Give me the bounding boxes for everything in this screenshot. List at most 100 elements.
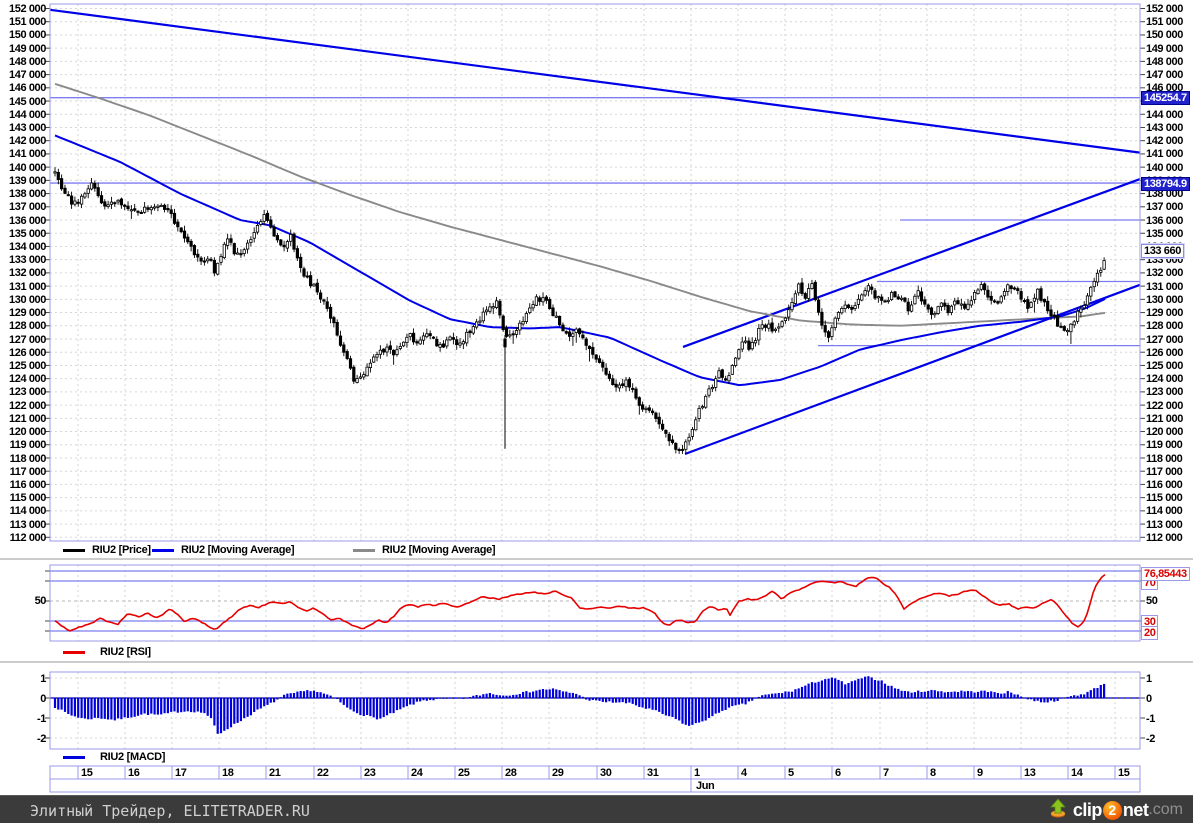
macd-tick-label: 0	[1146, 692, 1152, 705]
date-cell-label: 6	[835, 767, 841, 779]
price-tick-label: 114 000	[1146, 505, 1183, 518]
legend-label: RIU2 [Price]	[92, 544, 151, 556]
price-tick-label: 145 000	[9, 95, 46, 108]
price-tick-label: 140 000	[9, 161, 46, 174]
price-tick-label: 127 000	[1146, 333, 1183, 346]
date-cell-label: 21	[269, 767, 281, 779]
macd-tick-label: -2	[1146, 732, 1155, 745]
watermark-badge-2: 2	[1102, 800, 1122, 820]
date-cell-label: 29	[552, 767, 564, 779]
date-cell-label: 15	[81, 767, 93, 779]
price-tick-label: 142 000	[9, 135, 46, 148]
price-tick-label: 150 000	[9, 29, 46, 42]
date-cell-label: 13	[1024, 767, 1036, 779]
date-cell-label: 31	[647, 767, 659, 779]
price-tick-label: 134 000	[9, 241, 46, 253]
date-cell-label: 16	[128, 767, 140, 779]
price-tick-label: 115 000	[1146, 492, 1183, 505]
price-tick-label: 148 000	[1146, 55, 1183, 68]
price-tick-label: 144 000	[9, 108, 46, 121]
clip2net-watermark[interactable]: clip 2 net .com	[1048, 797, 1183, 821]
price-tick-label: 113 000	[9, 518, 47, 531]
price-tick-label: 129 000	[9, 307, 46, 320]
date-cell-label: 28	[505, 767, 517, 779]
price-tick-label: 116 000	[9, 478, 47, 491]
price-tick-label: 151 000	[1146, 16, 1183, 29]
price-tick-label: 112 000	[1146, 531, 1183, 544]
chart-canvas[interactable]	[0, 0, 1193, 795]
watermark-word-clip: clip	[1072, 799, 1103, 820]
macd-tick-label: -2	[37, 732, 46, 745]
macd-tick-label: 1	[40, 672, 46, 685]
price-tick-label: 119 000	[9, 439, 47, 452]
price-tick-label: 129 000	[1146, 307, 1183, 320]
price-tick-label: 137 000	[1146, 201, 1183, 214]
status-bar: Элитный Трейдер, ELITETRADER.RU clip 2 n…	[0, 795, 1193, 823]
price-tick-label: 121 000	[9, 412, 46, 425]
legend-dash-icon	[152, 549, 174, 552]
legend-dash-icon	[353, 549, 375, 552]
price-tick-label: 113 000	[1146, 518, 1183, 531]
date-cell-label: 17	[175, 767, 187, 779]
date-cell-label: 30	[600, 767, 612, 779]
legend-label: RIU2 [Moving Average]	[382, 544, 496, 556]
price-tick-label: 120 000	[1146, 426, 1183, 438]
macd-tick-label: -1	[1146, 712, 1155, 725]
price-tick-label: 135 000	[9, 227, 46, 240]
price-tick-label: 140 000	[1146, 161, 1183, 174]
price-tick-label: 128 000	[1146, 320, 1183, 333]
date-cell-label: 7	[883, 767, 889, 779]
date-cell-label: 24	[411, 767, 423, 779]
price-tick-label: 118 000	[1146, 452, 1183, 465]
legend-label: RIU2 [Moving Average]	[181, 544, 295, 556]
price-tick-label: 152 000	[1146, 3, 1183, 15]
price-tick-label: 130 000	[9, 293, 46, 306]
price-tick-label: 149 000	[1146, 42, 1183, 55]
legend-dash-icon	[63, 651, 85, 654]
price-tick-label: 148 000	[9, 55, 46, 68]
legend-label: RIU2 [MACD]	[100, 751, 166, 763]
price-tick-label: 122 000	[9, 399, 46, 412]
price-tick-label: 117 000	[1146, 465, 1183, 478]
price-alert-label-138794: 138794.9	[1141, 176, 1190, 191]
price-tick-label: 132 000	[1146, 267, 1183, 280]
price-tick-label: 124 000	[1146, 373, 1183, 386]
date-cell-label: 25	[458, 767, 470, 779]
status-text: Элитный Трейдер, ELITETRADER.RU	[30, 802, 310, 820]
date-cell-label: 15	[1118, 767, 1130, 779]
price-tick-label: 120 000	[9, 426, 46, 438]
date-cell-label: 5	[788, 767, 794, 779]
date-cell-label: 4	[741, 767, 747, 779]
price-tick-label: 124 000	[9, 373, 46, 386]
price-tick-label: 118 000	[9, 452, 47, 465]
price-tick-label: 136 000	[1146, 214, 1183, 227]
last-price-label: 133 660	[1141, 243, 1184, 258]
price-tick-label: 139 000	[9, 174, 46, 187]
macd-tick-label: 0	[40, 692, 46, 705]
price-tick-label: 147 000	[1146, 69, 1183, 82]
rsi-level-label-20: 20	[1141, 626, 1159, 640]
date-cell-label: 22	[317, 767, 329, 779]
date-cell-label: 14	[1071, 767, 1083, 779]
price-tick-label: 141 000	[9, 148, 46, 161]
date-cell-label: 1	[694, 767, 700, 779]
price-tick-label: 133 000	[9, 254, 46, 267]
macd-tick-label: -1	[37, 712, 46, 725]
date-cell-label: 18	[222, 767, 234, 779]
watermark-word-net: net	[1122, 799, 1149, 820]
price-tick-label: 123 000	[1146, 386, 1183, 399]
date-cell-label: 8	[930, 767, 936, 779]
price-tick-label: 146 000	[9, 82, 46, 95]
price-tick-label: 144 000	[1146, 108, 1183, 121]
price-tick-label: 141 000	[1146, 148, 1183, 161]
price-tick-label: 130 000	[1146, 293, 1183, 306]
price-tick-label: 142 000	[1146, 135, 1183, 148]
date-cell-label: 9	[977, 767, 983, 779]
price-tick-label: 122 000	[1146, 399, 1183, 412]
price-tick-label: 127 000	[9, 333, 46, 346]
price-tick-label: 138 000	[9, 188, 46, 201]
price-tick-label: 132 000	[9, 267, 46, 280]
price-tick-label: 135 000	[1146, 227, 1183, 240]
price-tick-label: 136 000	[9, 214, 46, 227]
